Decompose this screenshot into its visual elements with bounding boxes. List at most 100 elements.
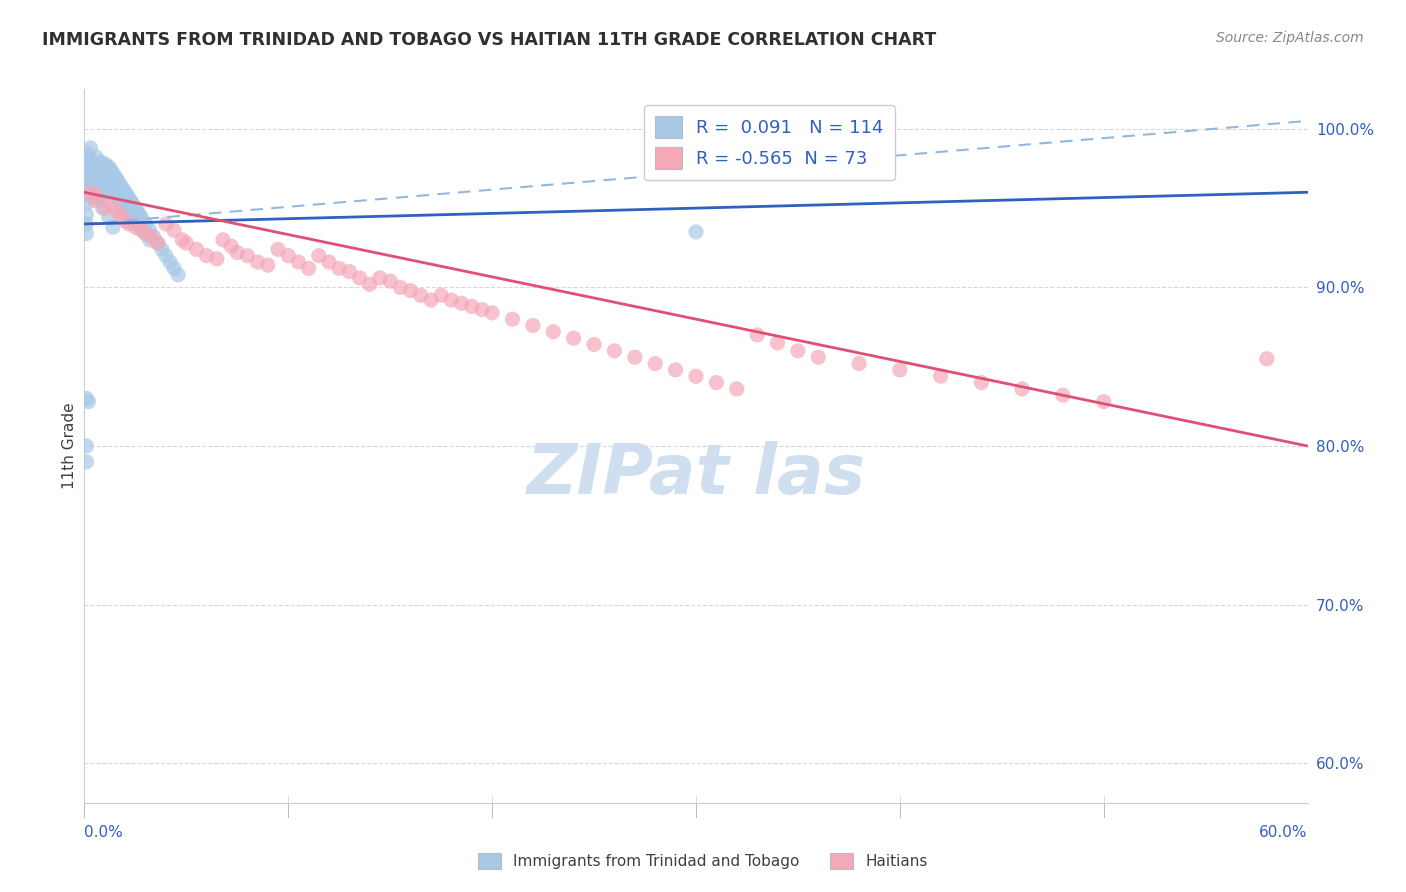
Point [1092, 394, 1115, 409]
Point [440, 293, 463, 307]
Point [104, 188, 127, 202]
Point [79, 168, 101, 182]
Point [87, 160, 110, 174]
Point [644, 357, 666, 371]
Point [380, 274, 402, 288]
Point [82, 172, 104, 186]
Point [138, 233, 160, 247]
Point [481, 306, 503, 320]
Point [83, 164, 105, 178]
Point [100, 172, 122, 186]
Point [91, 178, 114, 192]
Point [83, 157, 105, 171]
Point [582, 337, 605, 351]
Point [219, 239, 242, 253]
Point [205, 252, 228, 266]
Point [167, 268, 190, 282]
Point [399, 284, 422, 298]
Point [155, 217, 177, 231]
Point [135, 227, 157, 241]
Point [79, 141, 101, 155]
Point [685, 225, 707, 239]
Point [87, 178, 110, 193]
Point [277, 249, 299, 263]
Point [110, 188, 132, 202]
Point [112, 182, 135, 196]
Point [93, 201, 115, 215]
Point [807, 350, 830, 364]
Point [97, 160, 120, 174]
Point [96, 180, 118, 194]
Point [110, 209, 132, 223]
Point [141, 229, 163, 244]
Point [135, 227, 157, 241]
Point [101, 220, 124, 235]
Point [90, 155, 112, 169]
Point [420, 293, 443, 307]
Point [543, 325, 565, 339]
Point [603, 343, 626, 358]
Point [114, 186, 136, 200]
Point [93, 166, 115, 180]
Point [86, 174, 108, 188]
Point [97, 178, 120, 193]
Legend: R =  0.091   N = 114, R = -0.565  N = 73: R = 0.091 N = 114, R = -0.565 N = 73 [644, 105, 894, 180]
Point [101, 166, 124, 180]
Point [101, 186, 124, 200]
Point [128, 217, 150, 231]
Point [118, 217, 141, 231]
Y-axis label: 11th Grade: 11th Grade [62, 402, 77, 490]
Point [77, 188, 100, 202]
Point [359, 277, 381, 292]
Point [212, 233, 235, 247]
Point [100, 198, 122, 212]
Point [163, 223, 186, 237]
Point [562, 331, 585, 345]
Point [115, 188, 138, 202]
Point [79, 161, 101, 176]
Point [77, 394, 100, 409]
Point [131, 211, 153, 225]
Point [257, 258, 280, 272]
Point [77, 176, 100, 190]
Point [131, 220, 153, 235]
Point [787, 343, 810, 358]
Point [82, 172, 104, 186]
Point [96, 171, 118, 186]
Point [105, 204, 128, 219]
Point [624, 350, 647, 364]
Point [409, 288, 432, 302]
Point [91, 168, 114, 182]
Point [368, 271, 391, 285]
Point [1052, 388, 1074, 402]
Point [118, 201, 141, 215]
Point [108, 186, 131, 200]
Point [83, 169, 105, 184]
Point [155, 249, 177, 263]
Point [101, 176, 124, 190]
Point [77, 163, 100, 178]
Point [75, 160, 97, 174]
Point [75, 172, 97, 186]
Point [471, 302, 494, 317]
Point [91, 201, 114, 215]
Point [112, 201, 135, 215]
Point [159, 255, 181, 269]
Point [82, 166, 104, 180]
Point [86, 172, 108, 186]
Point [142, 229, 165, 244]
Point [114, 194, 136, 209]
Point [114, 214, 136, 228]
Point [150, 243, 173, 257]
Text: Source: ZipAtlas.com: Source: ZipAtlas.com [1216, 31, 1364, 45]
Point [79, 155, 101, 169]
Point [75, 455, 97, 469]
Point [118, 192, 141, 206]
Point [90, 174, 112, 188]
Point [1011, 382, 1033, 396]
Point [114, 204, 136, 219]
Point [124, 220, 146, 235]
Point [461, 300, 484, 314]
Point [195, 249, 218, 263]
Point [75, 439, 97, 453]
